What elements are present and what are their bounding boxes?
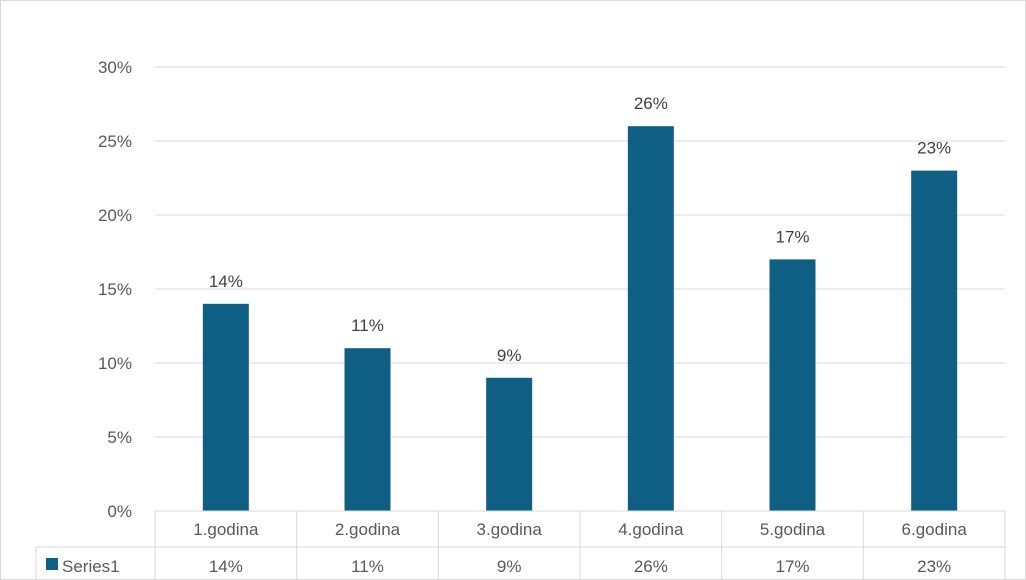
y-tick-label: 5%: [107, 428, 132, 447]
y-tick-label: 15%: [98, 280, 132, 299]
table-value: 9%: [497, 557, 522, 576]
table-value: 23%: [917, 557, 951, 576]
data-label: 23%: [917, 139, 951, 158]
y-axis-ticks: 0% 5% 10% 15% 20% 25% 30%: [98, 58, 132, 521]
table-value: 11%: [351, 557, 384, 576]
gridlines: [155, 66, 1005, 438]
y-tick-label: 0%: [107, 502, 132, 521]
series-name: Series1: [62, 557, 120, 576]
category-label: 5.godina: [760, 520, 826, 539]
y-tick-label: 25%: [98, 132, 132, 151]
bar: [769, 259, 816, 511]
table-value: 17%: [775, 557, 809, 576]
category-label: 2.godina: [335, 520, 401, 539]
bar: [911, 170, 958, 511]
data-label: 17%: [775, 227, 809, 246]
bar: [486, 377, 533, 511]
data-table: 1.godina 2.godina 3.godina 4.godina 5.godina…: [35, 510, 1006, 580]
category-label: 3.godina: [477, 520, 543, 539]
data-label: 14%: [209, 272, 243, 291]
category-label: 6.godina: [902, 520, 968, 539]
bar: [202, 303, 249, 511]
table-value: 26%: [634, 557, 668, 576]
y-tick-label: 30%: [98, 58, 132, 77]
table-value: 14%: [209, 557, 243, 576]
legend-key: [46, 558, 58, 570]
y-tick-label: 10%: [98, 354, 132, 373]
data-label: 26%: [634, 94, 668, 113]
category-label: 4.godina: [618, 520, 684, 539]
category-label: 1.godina: [193, 520, 259, 539]
data-labels: 14% 11% 9% 26% 17% 23%: [209, 94, 951, 365]
y-tick-label: 20%: [98, 206, 132, 225]
data-label: 11%: [351, 316, 384, 335]
bars: [202, 126, 958, 511]
data-label: 9%: [497, 346, 522, 365]
bar: [344, 348, 391, 511]
bar: [627, 126, 674, 511]
